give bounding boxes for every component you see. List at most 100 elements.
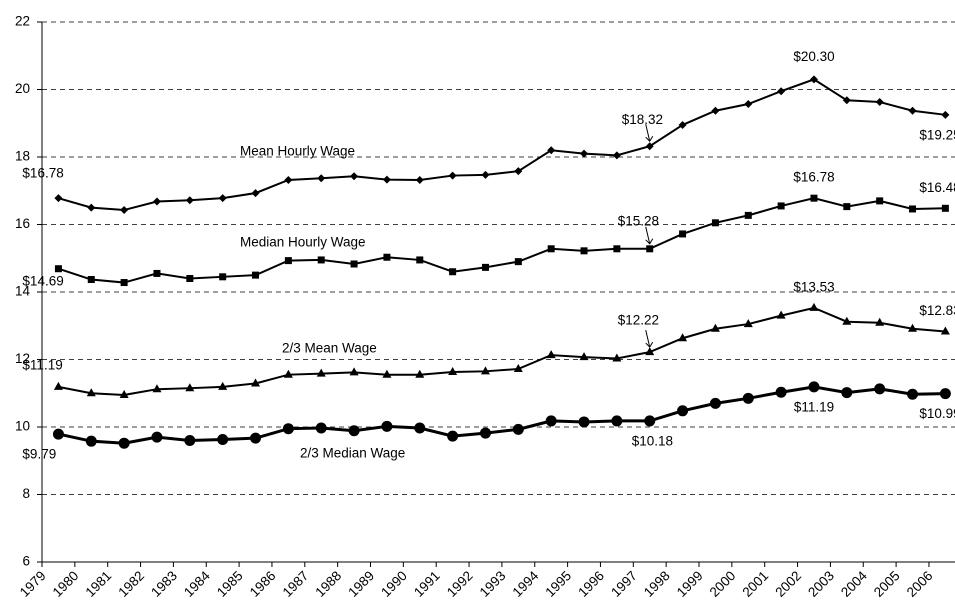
x-tick-label: 2004 xyxy=(838,568,870,600)
point xyxy=(120,205,129,214)
point xyxy=(416,256,424,264)
series-label: 2/3 Median Wage xyxy=(300,446,405,461)
point xyxy=(743,319,753,328)
point xyxy=(118,437,130,449)
x-tick-label: 1994 xyxy=(510,568,542,600)
point xyxy=(843,203,851,211)
x-tick-label: 1989 xyxy=(345,568,377,600)
point xyxy=(842,316,852,325)
point xyxy=(678,333,688,342)
point xyxy=(941,110,950,119)
point xyxy=(316,368,326,377)
point xyxy=(645,347,655,356)
point xyxy=(613,245,621,253)
x-tick-label: 2005 xyxy=(871,568,903,600)
x-tick-label: 1999 xyxy=(674,568,706,600)
value-label: $19.25 xyxy=(919,127,955,142)
y-tick-label: 14 xyxy=(15,284,31,299)
point xyxy=(348,425,360,437)
point xyxy=(185,196,194,205)
value-label: $11.19 xyxy=(794,399,834,414)
point xyxy=(186,275,194,282)
y-tick-label: 8 xyxy=(22,486,30,501)
value-label: $16.48 xyxy=(919,180,955,195)
point xyxy=(710,323,720,332)
point xyxy=(547,245,555,253)
point xyxy=(317,256,325,264)
x-tick-label: 1983 xyxy=(148,568,180,600)
point xyxy=(646,245,654,253)
y-tick-label: 12 xyxy=(15,351,30,366)
x-tick-label: 1981 xyxy=(82,568,114,600)
point xyxy=(711,219,719,227)
line xyxy=(58,385,946,445)
point xyxy=(941,204,949,212)
point xyxy=(742,392,754,404)
point xyxy=(514,167,523,176)
point xyxy=(809,302,819,311)
value-label: $10.18 xyxy=(632,433,673,448)
point xyxy=(841,387,853,399)
point xyxy=(776,310,786,319)
point xyxy=(875,97,884,106)
y-tick-label: 20 xyxy=(15,81,30,96)
point xyxy=(513,363,523,372)
point xyxy=(217,433,229,445)
point xyxy=(250,432,262,444)
y-tick-label: 18 xyxy=(15,149,30,164)
point xyxy=(449,268,457,276)
point xyxy=(611,415,623,427)
point xyxy=(677,405,689,417)
point xyxy=(876,197,884,205)
series-label: Mean Hourly Wage xyxy=(240,144,355,159)
x-tick-label: 1993 xyxy=(477,568,509,600)
y-tick-label: 22 xyxy=(15,14,30,29)
arrow xyxy=(645,124,654,143)
point xyxy=(777,87,786,96)
x-tick-label: 1996 xyxy=(575,568,607,600)
line xyxy=(58,197,946,284)
point xyxy=(120,279,128,287)
y-tick-label: 6 xyxy=(22,554,30,569)
series-label: Median Hourly Wage xyxy=(240,235,366,250)
x-tick-label: 1985 xyxy=(214,568,246,600)
y-tick-label: 16 xyxy=(15,216,30,231)
value-label: $16.78 xyxy=(22,166,63,181)
x-tick-label: 1997 xyxy=(608,568,640,600)
x-tick-label: 1986 xyxy=(247,568,279,600)
point xyxy=(317,174,326,183)
point xyxy=(349,367,359,376)
point xyxy=(87,276,95,284)
point xyxy=(546,350,556,359)
point xyxy=(809,75,818,84)
point xyxy=(678,120,687,129)
point xyxy=(251,189,260,198)
point xyxy=(644,415,656,427)
point xyxy=(252,271,260,279)
point xyxy=(86,388,96,397)
value-label: $14.69 xyxy=(22,273,63,288)
point xyxy=(579,352,589,361)
arrow xyxy=(645,226,654,245)
point xyxy=(153,269,161,277)
point xyxy=(152,384,162,393)
x-tick-label: 2003 xyxy=(805,568,837,600)
point xyxy=(382,369,392,378)
x-tick-label: 1984 xyxy=(181,568,213,600)
point xyxy=(448,366,458,375)
point xyxy=(251,378,261,387)
point xyxy=(284,257,292,265)
point xyxy=(414,422,426,434)
value-label: $9.79 xyxy=(22,447,56,462)
point xyxy=(382,175,391,184)
point xyxy=(842,96,851,105)
point xyxy=(578,416,590,428)
value-label: $12.83 xyxy=(919,303,955,318)
point xyxy=(775,386,787,398)
point xyxy=(711,106,720,115)
x-tick-label: 2000 xyxy=(707,568,739,600)
point xyxy=(284,175,293,184)
point xyxy=(185,383,195,392)
value-label: $15.28 xyxy=(618,213,659,228)
point xyxy=(52,428,64,440)
